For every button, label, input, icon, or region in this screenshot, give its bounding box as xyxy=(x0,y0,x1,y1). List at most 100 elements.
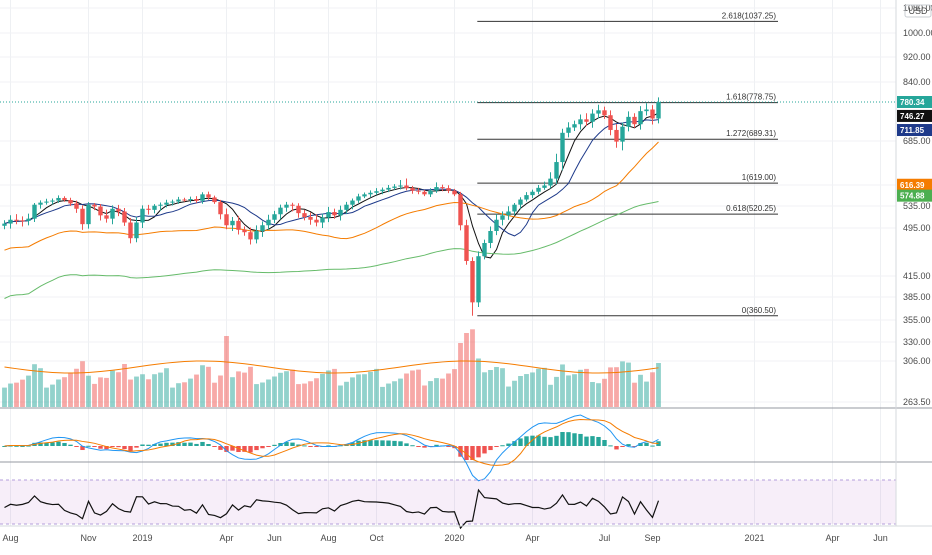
macd-histogram-bar xyxy=(458,446,463,457)
macd-histogram-bar xyxy=(572,433,577,446)
macd-histogram-bar xyxy=(38,442,43,446)
volume-bar xyxy=(116,372,121,407)
macd-histogram-bar xyxy=(488,446,493,451)
candle-body xyxy=(212,197,217,203)
fib-level-label: 0.618(520.25) xyxy=(726,204,776,213)
candle-body xyxy=(26,218,31,221)
candle-body xyxy=(242,229,247,233)
macd-histogram-bar xyxy=(302,445,307,447)
volume-bar xyxy=(626,362,631,407)
candle-body xyxy=(128,222,133,239)
volume-bar xyxy=(380,386,385,407)
macd-histogram-bar xyxy=(398,441,403,446)
macd-histogram-bar xyxy=(494,446,499,447)
volume-bar xyxy=(38,368,43,407)
macd-histogram-bar xyxy=(614,446,619,450)
volume-bar xyxy=(500,368,505,407)
volume-bar xyxy=(98,377,103,407)
volume-bar xyxy=(320,373,325,407)
candle-body xyxy=(308,217,313,220)
candle-body xyxy=(38,202,43,205)
volume-bar xyxy=(404,373,409,407)
volume-bar xyxy=(80,361,85,407)
macd-histogram-bar xyxy=(212,446,217,447)
macd-pane xyxy=(0,414,932,482)
price-tick-label: 685.00 xyxy=(903,136,931,146)
macd-histogram-bar xyxy=(74,446,79,447)
price-tick-label: 385.00 xyxy=(903,292,931,302)
volume-bar xyxy=(608,367,613,407)
candle-body xyxy=(194,199,199,201)
volume-bar xyxy=(200,365,205,407)
candle-body xyxy=(176,199,181,202)
candle-body xyxy=(164,202,169,205)
candle-body xyxy=(470,261,475,303)
macd-histogram-bar xyxy=(86,445,91,447)
macd-histogram-bar xyxy=(128,446,133,452)
macd-histogram-bar xyxy=(182,442,187,446)
price-tick-label: 1000.00 xyxy=(903,28,932,38)
candle-body xyxy=(428,190,433,195)
volume-bar xyxy=(650,372,655,407)
fib-level-label: 1(619.00) xyxy=(742,173,777,182)
candle-body xyxy=(146,208,151,210)
volume-bar xyxy=(272,376,277,407)
candle-body xyxy=(542,185,547,188)
candle-body xyxy=(326,212,331,218)
volume-bar xyxy=(422,385,427,407)
time-tick-label: Nov xyxy=(80,533,97,543)
macd-histogram-bar xyxy=(554,435,559,446)
fibonacci-extension: 2.618(1037.25) 1.618(778.75) 1.272(689.31)… xyxy=(0,11,896,317)
candle-body xyxy=(548,178,553,186)
time-tick-label: Aug xyxy=(2,533,18,543)
currency-box xyxy=(904,4,932,18)
volume-bar xyxy=(26,375,31,407)
grid xyxy=(0,0,896,526)
volume-bar xyxy=(230,377,235,407)
price-tag-value: 746.27 xyxy=(900,112,925,121)
candle-body xyxy=(380,189,385,192)
candle-body xyxy=(626,116,631,127)
macd-histogram-bar xyxy=(188,442,193,446)
macd-histogram-bar xyxy=(206,444,211,446)
volume-bar xyxy=(14,382,19,407)
candlesticks xyxy=(2,97,661,316)
macd-histogram-bar xyxy=(482,446,487,454)
macd-histogram-bar xyxy=(392,440,397,446)
volume-bar xyxy=(218,375,223,407)
candle-body xyxy=(188,199,193,201)
candle-body xyxy=(236,220,241,230)
candle-body xyxy=(14,219,19,221)
price-tick-label: 330.00 xyxy=(903,337,931,347)
macd-histogram-bar xyxy=(272,444,277,446)
candle-body xyxy=(434,187,439,191)
volume-bar xyxy=(596,383,601,407)
candle-body xyxy=(524,195,529,200)
volume-bar xyxy=(104,377,109,407)
macd-histogram-bar xyxy=(524,436,529,446)
macd-histogram-bar xyxy=(200,441,205,446)
volume-bar xyxy=(458,343,463,407)
volume-bar xyxy=(86,375,91,407)
candle-body xyxy=(254,231,259,240)
price-tag-box xyxy=(897,109,932,122)
macd-histogram-bar xyxy=(650,445,655,447)
volume-bar xyxy=(434,378,439,407)
price-tag-value: 616.39 xyxy=(900,181,925,190)
volume-bar xyxy=(254,384,259,407)
volume-bar xyxy=(140,374,145,407)
volume-bar xyxy=(278,372,283,407)
volume-bar xyxy=(50,384,55,407)
candle-body xyxy=(500,215,505,220)
price-tick-label: 1080.00 xyxy=(903,3,932,13)
volume-bar xyxy=(296,384,301,407)
volume-bar xyxy=(512,380,517,407)
candle-body xyxy=(86,204,91,225)
fib-level-label: 1.272(689.31) xyxy=(726,129,776,138)
volume-bar xyxy=(464,333,469,407)
candle-body xyxy=(206,194,211,198)
macd-histogram-bar xyxy=(518,438,523,446)
candle-body xyxy=(320,217,325,223)
